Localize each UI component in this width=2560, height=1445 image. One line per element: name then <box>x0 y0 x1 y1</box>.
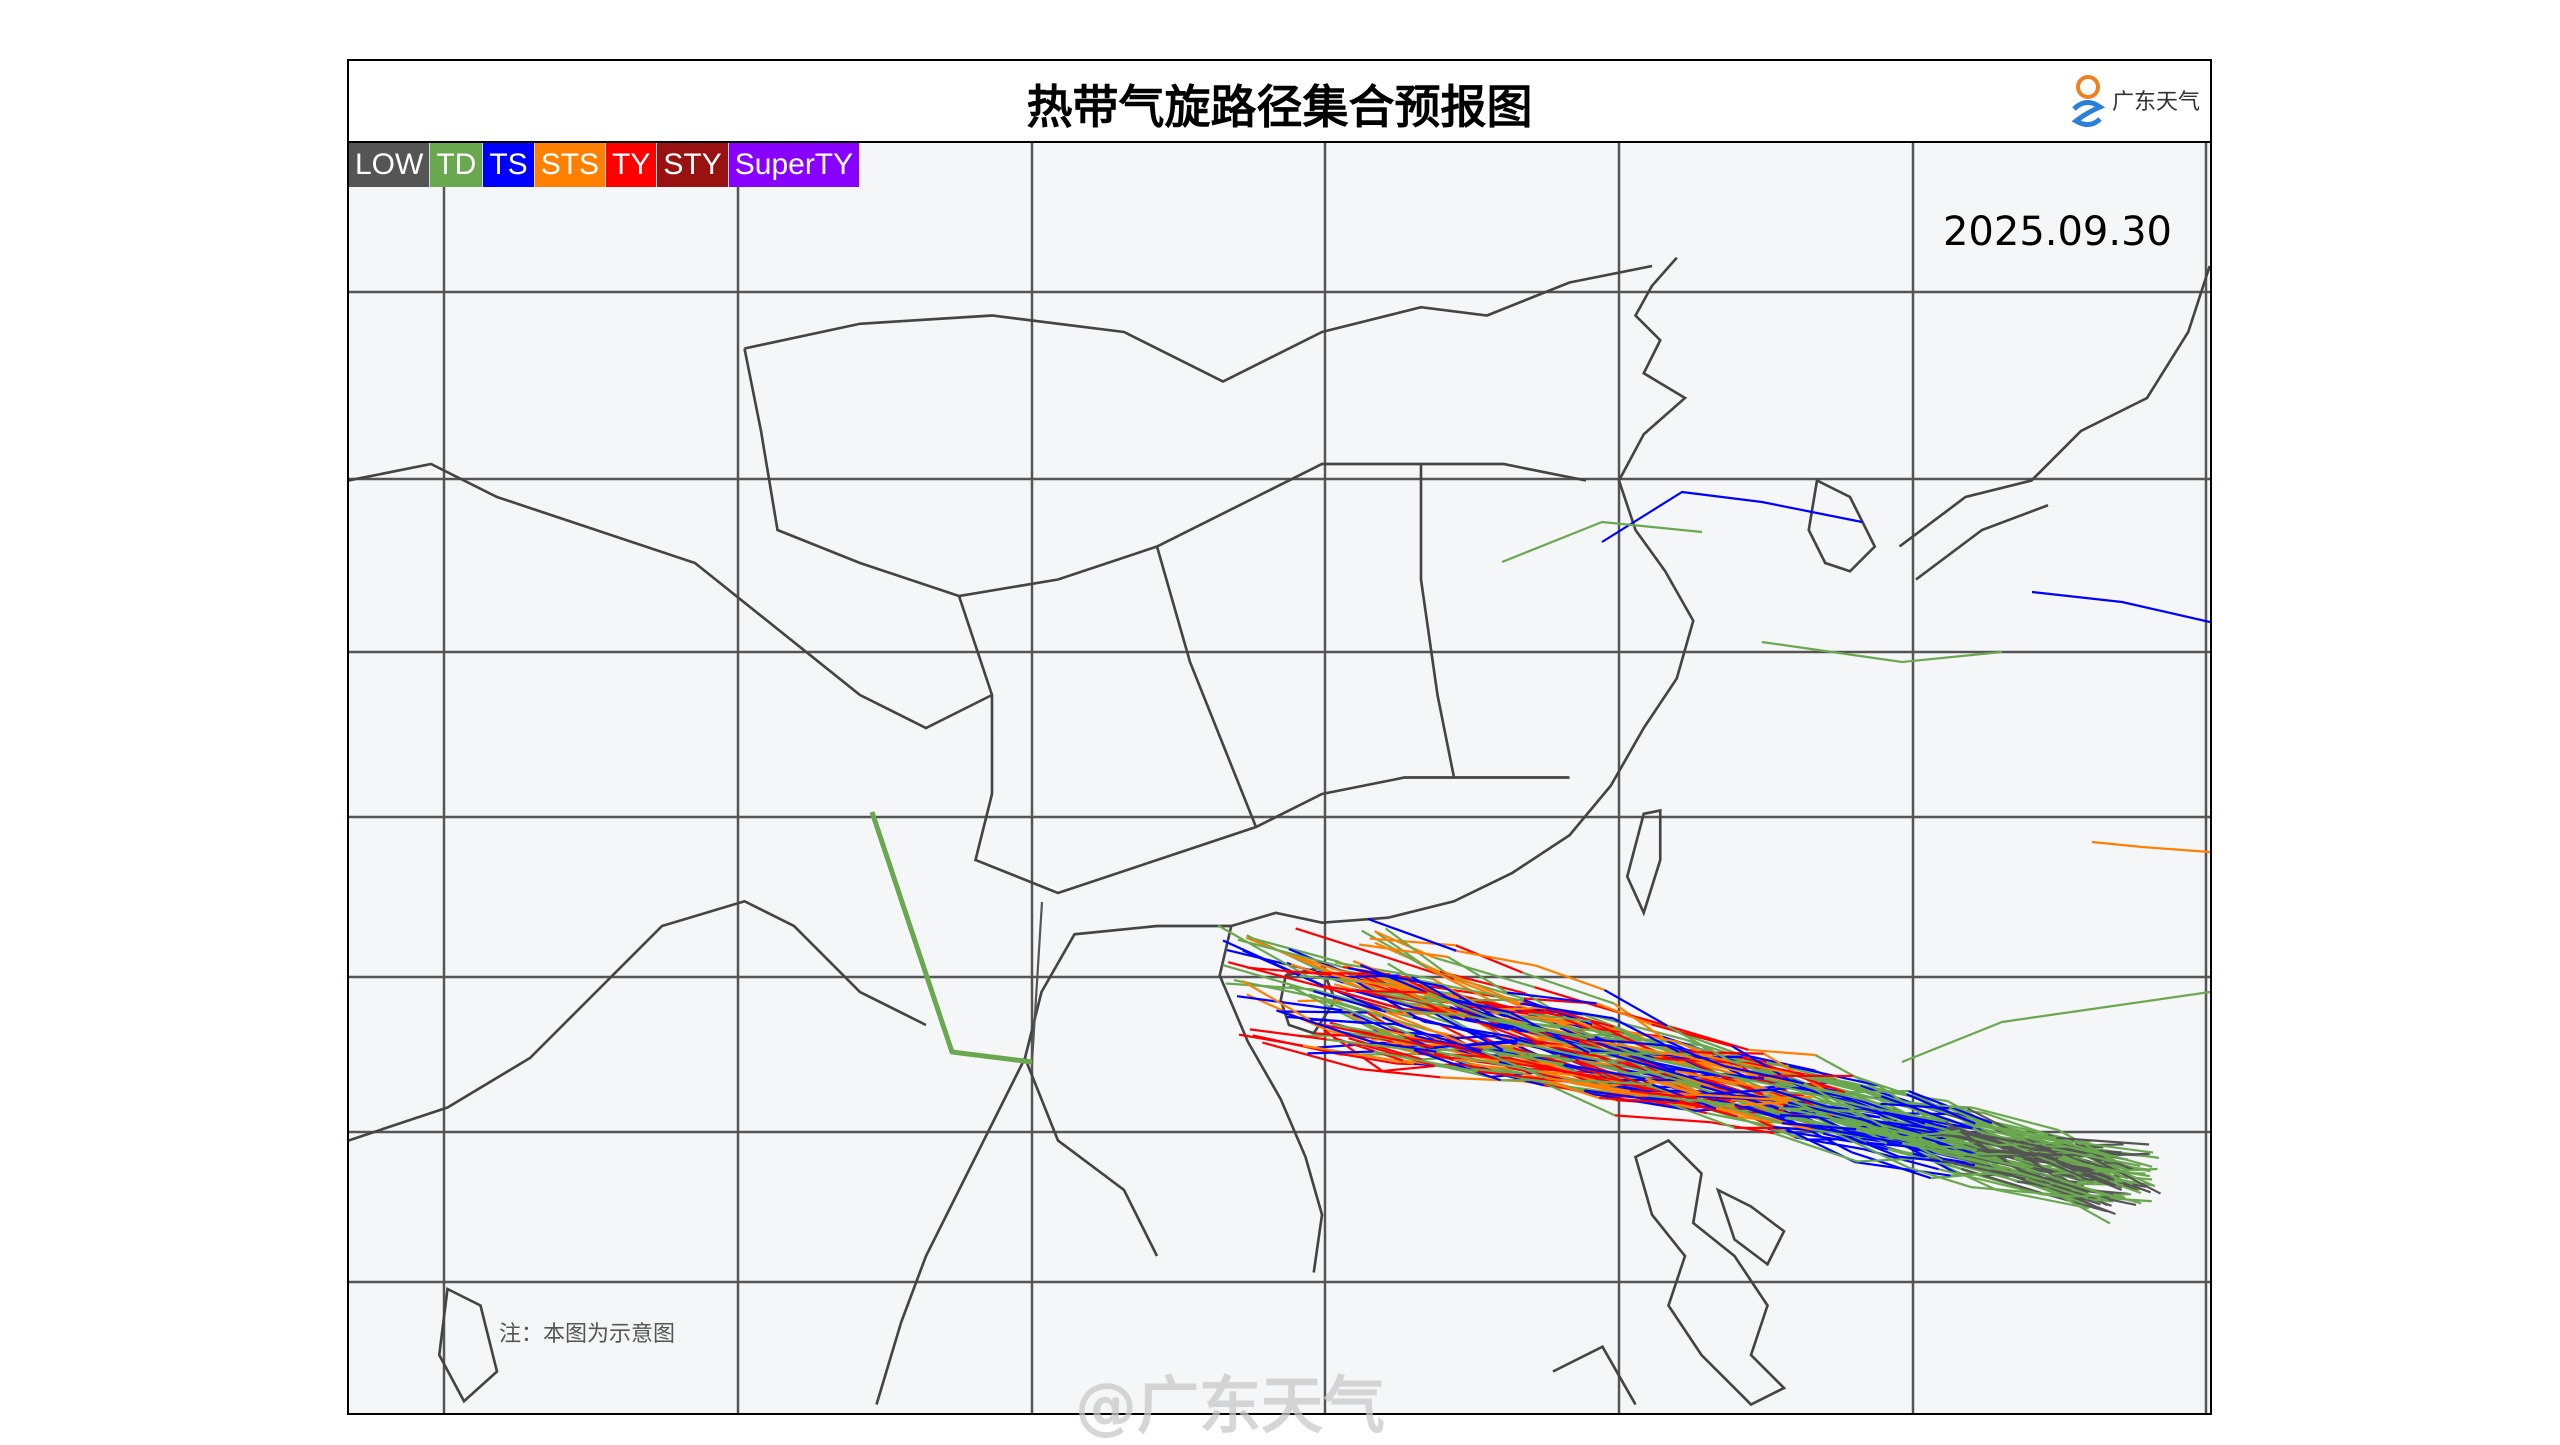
guangdong-weather-logo: 广东天气 <box>2066 69 2200 131</box>
korea <box>1809 481 1875 572</box>
track-line <box>1032 902 1042 1062</box>
track-segment <box>1597 1003 1652 1024</box>
sri-lanka <box>439 1289 497 1401</box>
ensemble-tracks <box>872 492 2210 1223</box>
track-line <box>2092 842 2210 852</box>
coastlines <box>349 258 2210 1405</box>
legend-item-sts: STS <box>535 143 606 187</box>
track-segment <box>1307 1052 1373 1054</box>
legend-item-ty: TY <box>606 143 657 187</box>
track-segment <box>1456 951 1536 966</box>
japan <box>1900 266 2210 580</box>
page-title: 热带气旋路径集合预报图 <box>349 71 2210 137</box>
legend-item-sty: STY <box>657 143 728 187</box>
india-coast <box>349 901 926 1140</box>
borneo <box>1553 1347 1636 1405</box>
province-borders <box>349 266 1652 893</box>
forecast-date: 2025.09.30 <box>1943 209 2172 255</box>
map-canvas <box>349 61 2210 1413</box>
legend-item-td: TD <box>430 143 483 187</box>
track-segment <box>1589 1053 1696 1054</box>
track-line <box>2032 592 2210 622</box>
chart-header: 热带气旋路径集合预报图 广东天气 <box>349 61 2210 143</box>
logo-text: 广东天气 <box>2112 84 2200 116</box>
indochina <box>877 926 1232 1405</box>
track-line <box>1602 492 1862 542</box>
taiwan <box>1627 811 1660 913</box>
legend-item-low: LOW <box>349 143 430 187</box>
track-line <box>872 812 1032 1062</box>
disclaimer-note: 注：本图为示意图 <box>499 1316 675 1348</box>
china-coastline <box>1220 258 1694 1273</box>
weibo-watermark: @广东天气 <box>1075 1355 1385 1445</box>
philippines <box>1636 1141 1785 1405</box>
track-line <box>1902 992 2210 1062</box>
logo-icon <box>2066 69 2106 131</box>
legend-item-ts: TS <box>483 143 534 187</box>
track-segment <box>1615 1115 1711 1122</box>
legend-item-superty: SuperTY <box>729 143 860 187</box>
track-segment <box>1909 1168 1971 1187</box>
lat-lon-grid <box>349 141 2210 1413</box>
